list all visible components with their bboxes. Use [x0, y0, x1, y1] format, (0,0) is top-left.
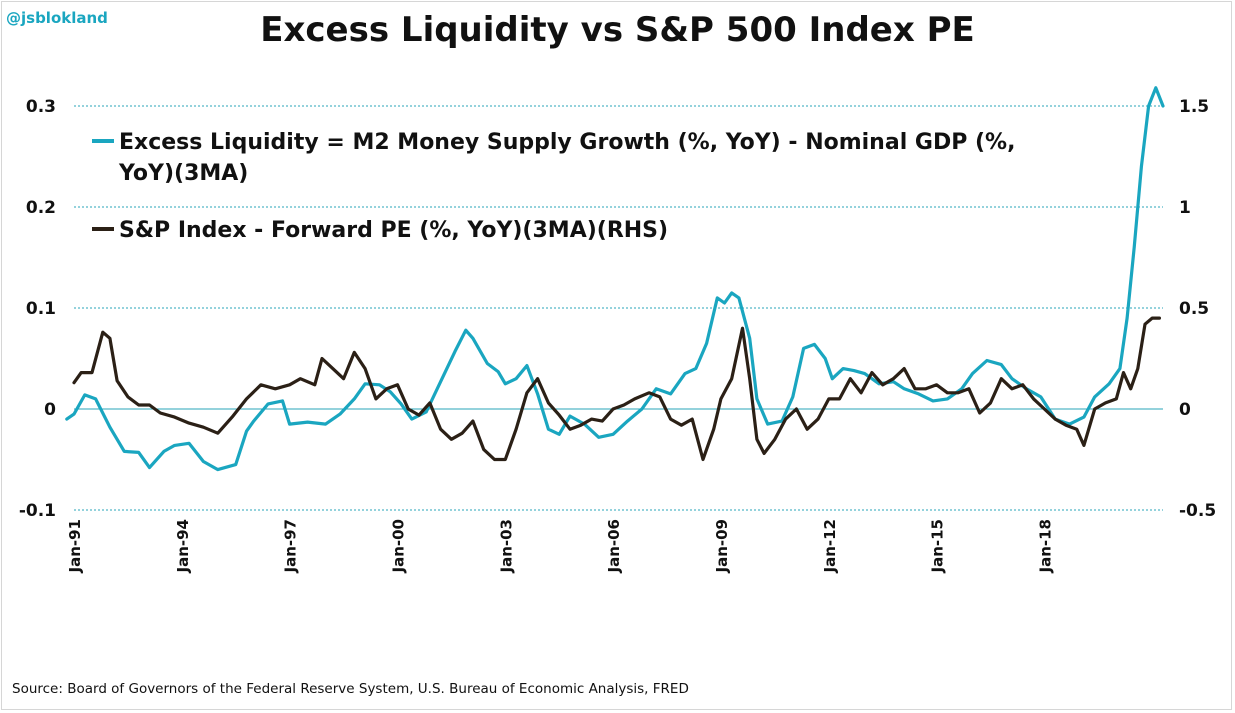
- left-tick-label: -0.1: [19, 501, 56, 521]
- x-tick-label: Jan-15: [929, 519, 947, 573]
- left-axis-ticks: 0.3 0.2 0.1 0 -0.1: [19, 97, 56, 521]
- watermark-handle: @jsblokland: [6, 9, 108, 27]
- left-tick-label: 0.2: [26, 198, 56, 218]
- chart-title: Excess Liquidity vs S&P 500 Index PE: [260, 10, 975, 50]
- right-axis-ticks: 1.5 1 0.5 0 -0.5: [1179, 97, 1216, 521]
- x-tick-label: Jan-18: [1036, 519, 1054, 573]
- legend-label-line: YoY)(3MA): [118, 161, 248, 186]
- right-tick-label: 0.5: [1179, 299, 1209, 319]
- grid-lines: [74, 105, 1163, 511]
- x-tick-label: Jan-00: [389, 519, 407, 573]
- legend-label-line: Excess Liquidity = M2 Money Supply Growt…: [119, 130, 1015, 155]
- x-tick-label: Jan-06: [605, 519, 623, 573]
- legend: Excess Liquidity = M2 Money Supply Growt…: [92, 130, 1015, 243]
- source-note: Source: Board of Governors of the Federa…: [12, 681, 689, 697]
- x-tick-label: Jan-03: [497, 519, 515, 573]
- left-tick-label: 0: [44, 400, 56, 420]
- excess-liquidity-line: [65, 86, 1165, 472]
- right-tick-label: 1: [1179, 198, 1191, 218]
- x-tick-label: Jan-94: [174, 519, 192, 573]
- right-tick-label: 1.5: [1179, 97, 1209, 117]
- x-tick-label: Jan-97: [282, 519, 300, 573]
- x-axis-ticks: Jan-91 Jan-94 Jan-97 Jan-00 Jan-03 Jan-06 Jan-…: [66, 519, 1054, 573]
- left-tick-label: 0.3: [26, 97, 56, 117]
- sp-pe-line: [72, 316, 1162, 462]
- left-tick-label: 0.1: [26, 299, 56, 319]
- x-tick-label: Jan-91: [66, 519, 84, 573]
- x-tick-label: Jan-12: [821, 519, 839, 573]
- series-lines: [65, 86, 1165, 472]
- right-tick-label: -0.5: [1179, 501, 1216, 521]
- legend-label-excess-liquidity: Excess Liquidity = M2 Money Supply Growt…: [118, 130, 1015, 186]
- right-tick-label: 0: [1179, 400, 1191, 420]
- legend-label-sp-pe: S&P Index - Forward PE (%, YoY)(3MA)(RHS…: [119, 218, 668, 243]
- x-tick-label: Jan-09: [713, 519, 731, 573]
